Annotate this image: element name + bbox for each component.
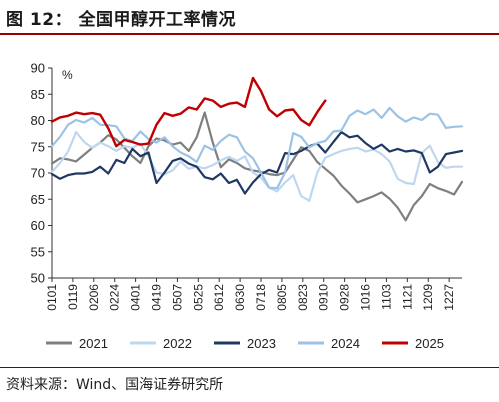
- y-tick-label: 85: [31, 87, 45, 102]
- x-tick-label: 0823: [296, 284, 310, 311]
- x-tick-label: 0206: [87, 284, 101, 311]
- x-tick-label: 0612: [212, 284, 226, 311]
- x-tick-label: 1016: [359, 284, 373, 311]
- x-tick-label: 0507: [170, 284, 184, 311]
- legend-label-2025: 2025: [415, 336, 444, 351]
- series-line-2024: [50, 106, 464, 190]
- footer-divider: [0, 367, 499, 368]
- source-note: 资料来源：Wind、国海证券研究所: [6, 377, 224, 393]
- y-tick-label: 80: [31, 113, 45, 128]
- series-line-2022: [50, 131, 464, 202]
- x-tick-label: 1103: [379, 284, 393, 310]
- legend-label-2022: 2022: [163, 336, 192, 351]
- x-tick-label: 0630: [233, 284, 247, 311]
- series-line-2025: [50, 76, 327, 148]
- y-tick-label: 75: [31, 139, 45, 154]
- legend-label-2024: 2024: [331, 336, 360, 351]
- y-tick-label: 60: [31, 218, 45, 233]
- x-tick-label: 1121: [400, 284, 414, 310]
- y-tick-label: 90: [31, 61, 45, 76]
- legend-label-2021: 2021: [79, 336, 108, 351]
- series-lines: [50, 76, 464, 222]
- x-tick-label: 0224: [108, 284, 122, 311]
- y-tick-label: 55: [31, 244, 45, 259]
- y-tick-labels: 50 55 60 65 70 75 80 85 90: [31, 61, 45, 286]
- x-tick-labels: 0101 0119 0206 0224 0401 0419 0507 0525 0612 0630…: [45, 284, 456, 311]
- title-divider: [0, 33, 499, 35]
- x-tick-label: 0910: [317, 284, 331, 311]
- x-tick-label: 0101: [45, 284, 59, 311]
- x-tick-label: 1209: [421, 284, 435, 311]
- unit-label: %: [62, 68, 73, 82]
- x-tick-label: 1227: [442, 284, 456, 311]
- series-line-2023: [50, 131, 464, 195]
- chart-area: 50 55 60 65 70 75 80 85 90 0101 0119 0206 0224 0401 0…: [0, 35, 499, 365]
- x-tick-label: 0419: [150, 284, 164, 311]
- x-tick-label: 0119: [66, 284, 80, 310]
- x-tick-label: 0401: [129, 284, 143, 311]
- legend-label-2023: 2023: [247, 336, 276, 351]
- figure-header: 图 12： 全国甲醇开工率情况: [0, 0, 499, 35]
- axes: [48, 67, 462, 282]
- legend: 2021 2022 2023 2024 2025: [46, 336, 444, 351]
- x-tick-label: 0805: [275, 284, 289, 311]
- y-tick-label: 50: [31, 271, 45, 286]
- x-tick-label: 0525: [191, 284, 205, 311]
- figure-title: 图 12： 全国甲醇开工率情况: [6, 10, 236, 30]
- y-tick-label: 65: [31, 192, 45, 207]
- y-tick-label: 70: [31, 166, 45, 181]
- x-tick-label: 0718: [254, 284, 268, 311]
- x-tick-label: 0928: [338, 284, 352, 311]
